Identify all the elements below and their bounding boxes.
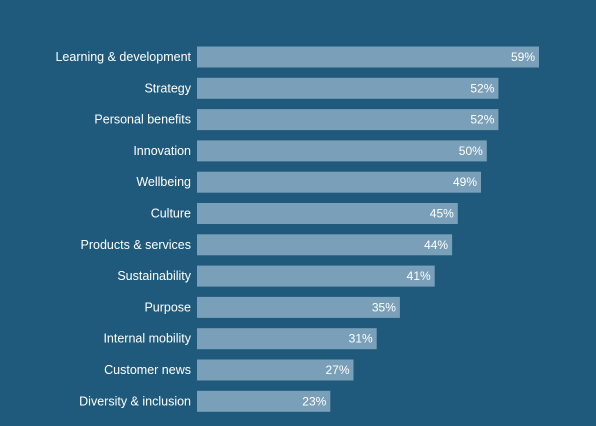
- category-label: Culture: [151, 207, 191, 221]
- value-label: 31%: [349, 332, 373, 346]
- bar: [197, 265, 435, 287]
- value-label: 49%: [453, 175, 477, 189]
- category-label: Strategy: [144, 81, 191, 95]
- bar: [197, 140, 487, 162]
- category-label: Learning & development: [55, 50, 191, 64]
- value-label: 35%: [372, 300, 396, 314]
- value-label: 52%: [470, 81, 494, 95]
- value-label: 27%: [325, 363, 349, 377]
- bar: [197, 390, 331, 412]
- bar: [197, 234, 453, 256]
- category-label: Purpose: [144, 300, 191, 314]
- bar: [197, 328, 377, 350]
- bar: [197, 171, 481, 193]
- bar: [197, 77, 499, 99]
- category-label: Customer news: [104, 363, 191, 377]
- category-label: Products & services: [81, 238, 191, 252]
- bar: [197, 109, 499, 131]
- value-label: 45%: [430, 207, 454, 221]
- value-label: 59%: [511, 50, 535, 64]
- bar: [197, 203, 458, 224]
- value-label: 44%: [424, 238, 448, 252]
- category-label: Wellbeing: [136, 175, 191, 189]
- category-label: Internal mobility: [103, 332, 191, 346]
- bar: [197, 46, 539, 68]
- bar: [197, 359, 354, 381]
- bar: [197, 296, 400, 318]
- category-label: Personal benefits: [94, 113, 191, 127]
- value-label: 52%: [470, 113, 494, 127]
- value-label: 23%: [302, 394, 326, 408]
- value-label: 41%: [407, 269, 431, 283]
- category-label: Sustainability: [117, 269, 191, 283]
- value-label: 50%: [459, 144, 483, 158]
- category-label: Innovation: [133, 144, 191, 158]
- category-label: Diversity & inclusion: [79, 394, 191, 408]
